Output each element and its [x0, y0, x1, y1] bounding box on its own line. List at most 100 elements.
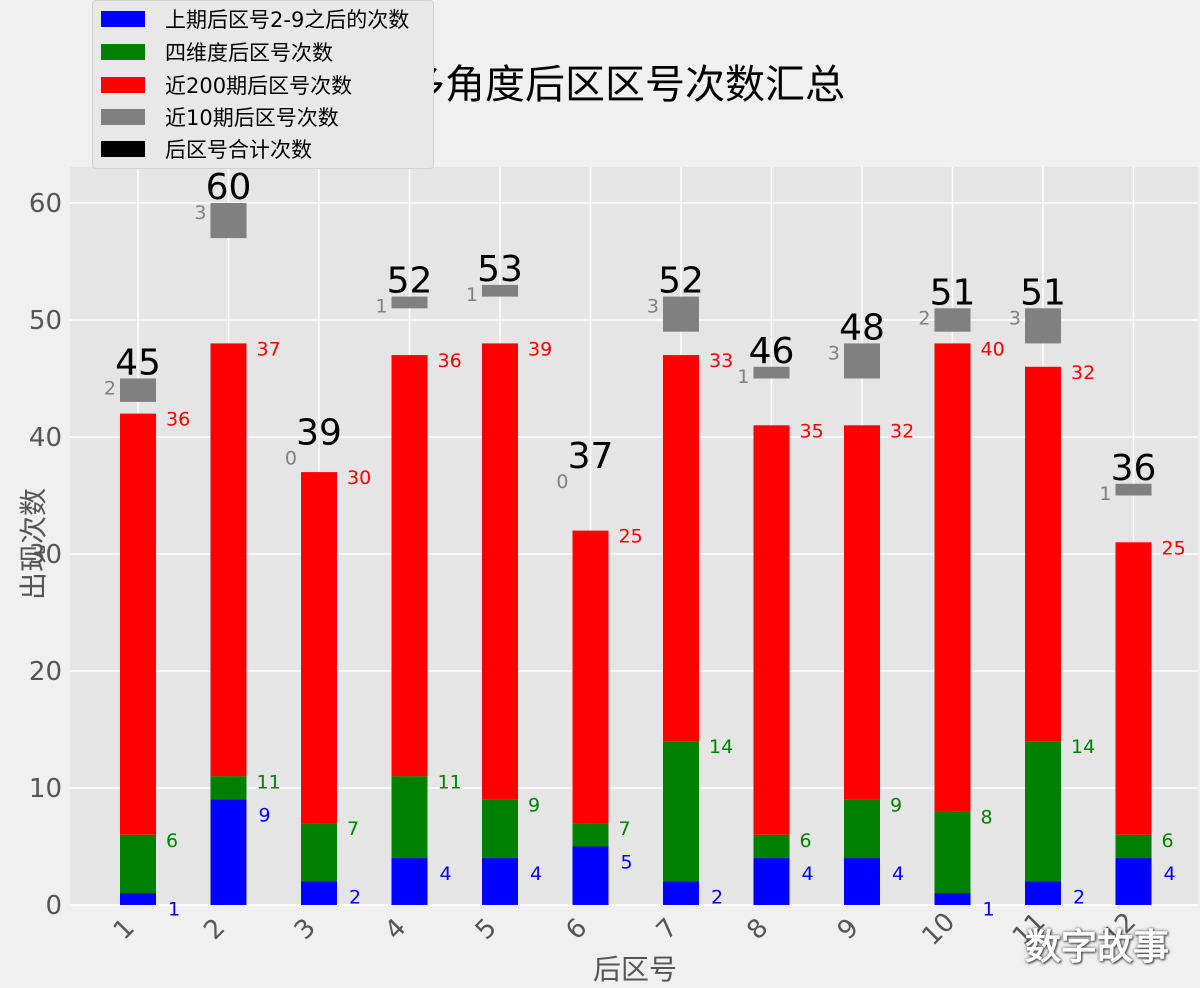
- y-axis-label: 出现次数: [17, 487, 50, 600]
- bar-segment-recent200: [301, 472, 337, 824]
- legend-swatch: [101, 141, 145, 157]
- data-label-recent10: 2: [918, 307, 930, 329]
- y-tick-label: 30: [29, 540, 62, 570]
- bar-segment-recent200: [572, 530, 609, 824]
- bar-segment-recent10: [210, 203, 247, 239]
- data-label-four-dimension: 6: [1162, 830, 1174, 852]
- data-label-recent10: 1: [375, 296, 387, 318]
- data-label-total: 51: [930, 272, 976, 313]
- bar-segment-recent200: [753, 425, 790, 835]
- bar-segment-recent200: [1025, 366, 1061, 742]
- legend-item: 上期后区号2-9之后的次数: [101, 4, 409, 34]
- x-tick-label: 4: [379, 913, 412, 946]
- data-label-four-dimension: 14: [1071, 736, 1095, 758]
- data-label-recent200: 32: [1071, 362, 1095, 384]
- y-tick-label: 0: [45, 891, 62, 921]
- data-label-recent10: 3: [647, 296, 659, 318]
- data-label-four-dimension: 11: [257, 771, 281, 793]
- data-label-recent10: 3: [1009, 307, 1021, 329]
- data-label-recent200: 33: [709, 350, 733, 372]
- bar-segment-recent200: [482, 343, 518, 800]
- legend-item: 四维度后区号次数: [101, 37, 333, 67]
- data-label-recent200: 25: [1162, 537, 1186, 559]
- data-label-previous: 2: [711, 887, 723, 909]
- data-label-four-dimension: 7: [347, 818, 359, 840]
- data-label-recent200: 25: [619, 526, 643, 548]
- x-tick-label: 7: [651, 913, 684, 946]
- data-label-recent10: 3: [828, 342, 840, 364]
- y-tick-label: 10: [29, 774, 62, 804]
- data-label-recent10: 1: [466, 284, 478, 306]
- x-tick-label: 9: [832, 913, 865, 946]
- bar-segment-recent10: [663, 296, 699, 332]
- bar-segment-previous: [120, 893, 156, 905]
- bar-segment-recent200: [210, 343, 247, 777]
- data-label-previous: 1: [983, 898, 995, 920]
- data-label-recent10: 0: [556, 471, 568, 493]
- data-label-total: 46: [749, 331, 795, 372]
- data-label-total: 39: [296, 413, 342, 454]
- x-tick-label: 2: [198, 913, 231, 946]
- legend-label: 后区号合计次数: [165, 138, 312, 162]
- legend-item: 近10期后区号次数: [101, 102, 339, 132]
- data-label-four-dimension: 9: [890, 795, 902, 817]
- data-label-total: 60: [206, 167, 252, 208]
- data-label-previous: 9: [259, 805, 271, 827]
- data-label-previous: 4: [892, 863, 904, 885]
- bar-segment-recent10: [120, 378, 156, 402]
- legend-swatch: [101, 11, 145, 27]
- data-label-recent200: 39: [528, 338, 552, 360]
- bar-segment-previous: [572, 846, 609, 905]
- bar-segment-recent10: [844, 343, 880, 379]
- data-label-total: 51: [1020, 272, 1066, 313]
- x-tick-label: 5: [470, 913, 503, 946]
- data-label-total: 45: [115, 343, 161, 384]
- data-label-previous: 5: [621, 852, 633, 874]
- legend-swatch: [101, 44, 145, 60]
- bars: [120, 203, 1152, 905]
- data-label-recent200: 36: [166, 409, 190, 431]
- data-label-previous: 2: [349, 887, 361, 909]
- legend-label: 四维度后区号次数: [165, 41, 333, 65]
- data-label-previous: 4: [530, 863, 542, 885]
- data-label-recent10: 2: [104, 378, 116, 400]
- data-label-total: 37: [568, 436, 614, 477]
- bar-segment-recent200: [1115, 542, 1152, 835]
- data-label-four-dimension: 6: [166, 830, 178, 852]
- bar-segment-recent10: [753, 366, 790, 379]
- legend-item: 后区号合计次数: [101, 134, 312, 164]
- data-label-total: 52: [387, 261, 433, 302]
- x-axis-label: 后区号: [592, 953, 677, 986]
- plot-area-background: [70, 167, 1198, 905]
- data-label-recent200: 30: [347, 467, 371, 489]
- data-label-recent10: 0: [285, 448, 297, 470]
- x-tick-label: 6: [560, 913, 593, 946]
- bar-segment-recent10: [391, 296, 428, 309]
- data-label-recent200: 35: [800, 420, 824, 442]
- y-tick-label: 60: [29, 189, 62, 219]
- legend-label: 近10期后区号次数: [165, 106, 339, 130]
- legend-item: 近200期后区号次数: [101, 70, 352, 100]
- legend-label: 近200期后区号次数: [165, 74, 353, 98]
- bar-segment-previous: [301, 881, 337, 905]
- data-labels: 1636245911373602730039411361524939153572…: [104, 167, 1186, 920]
- bar-segment-previous: [1115, 858, 1152, 905]
- data-label-four-dimension: 14: [709, 736, 733, 758]
- chart-title: 多角度后区区号次数汇总: [405, 62, 845, 108]
- bar-segment-recent10: [934, 308, 971, 332]
- data-label-four-dimension: 7: [619, 818, 631, 840]
- bar-segment-previous: [934, 893, 971, 905]
- data-label-previous: 4: [1164, 863, 1176, 885]
- bar-segment-recent200: [391, 355, 428, 777]
- data-label-total: 48: [839, 307, 885, 348]
- y-tick-label: 50: [29, 306, 62, 336]
- data-label-previous: 4: [440, 863, 452, 885]
- data-label-recent200: 36: [438, 350, 462, 372]
- legend-swatch: [101, 77, 145, 93]
- data-label-recent200: 37: [257, 338, 281, 360]
- data-label-total: 36: [1111, 448, 1157, 489]
- data-label-recent200: 40: [981, 338, 1005, 360]
- x-tick-label: 1: [108, 913, 141, 946]
- data-label-four-dimension: 9: [528, 795, 540, 817]
